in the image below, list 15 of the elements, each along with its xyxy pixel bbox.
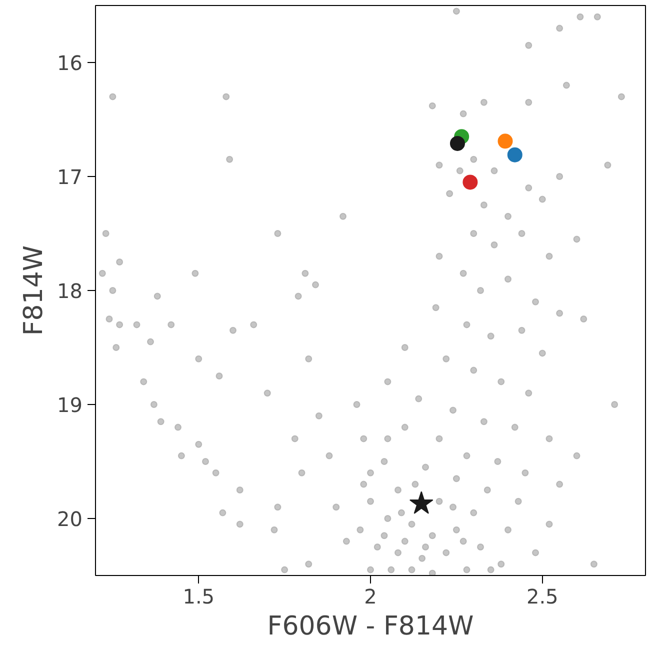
point [462,174,478,190]
x-tick-label: 2.5 [526,584,558,608]
x-axis-title: F606W - F814W [267,612,474,642]
y-tick-label: 18 [57,279,83,303]
point [409,491,434,514]
x-tick-label: 1.5 [182,584,215,608]
x-tick-label: 2 [364,584,377,608]
y-tick-label: 17 [57,165,83,189]
point [507,147,522,162]
y-tick-label: 16 [57,51,83,75]
point [450,136,465,151]
point [498,134,513,149]
y-tick-label: 19 [57,393,83,417]
y-axis-title: F814W [19,245,50,336]
y-tick-label: 20 [57,507,83,531]
